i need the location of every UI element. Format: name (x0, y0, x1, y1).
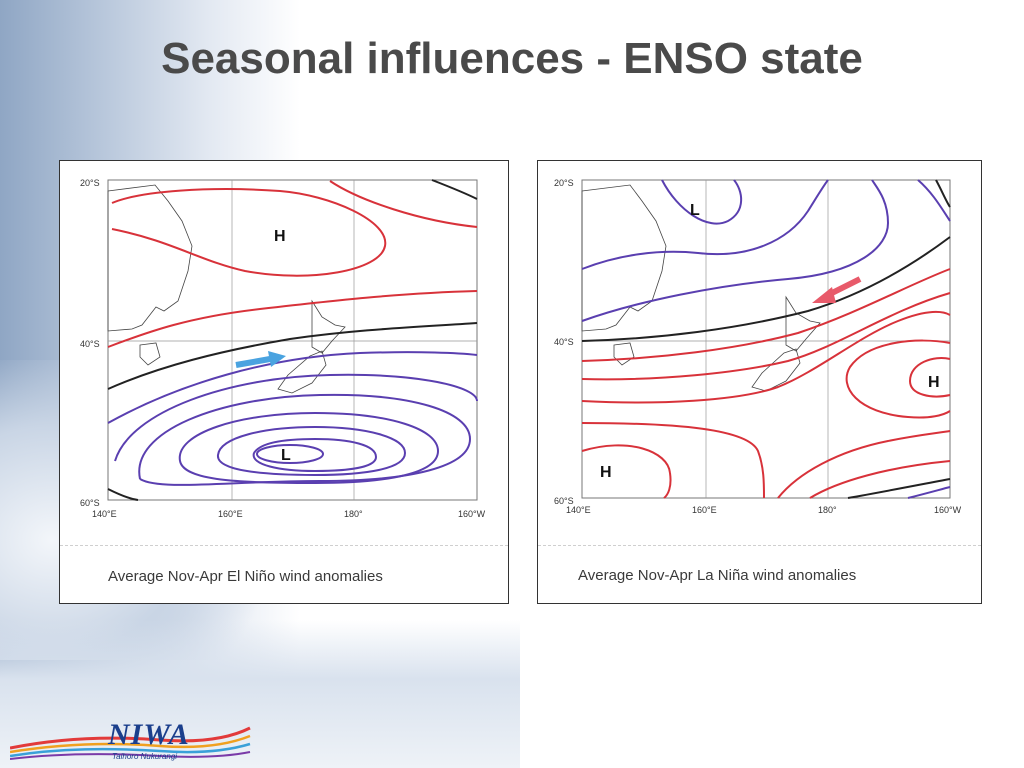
lon-label: 160°W (934, 505, 962, 515)
lat-label: 60°S (80, 498, 100, 508)
pressure-label: H (600, 464, 612, 481)
lon-label: 160°E (218, 509, 243, 519)
niwa-logo-swoosh (10, 726, 251, 760)
logo-tagline: Taihoro Nukurangi (112, 752, 178, 761)
lon-label: 140°E (566, 505, 591, 515)
map-caption: Average Nov-Apr La Niña wind anomalies (578, 567, 857, 584)
lat-label: 60°S (554, 496, 574, 506)
map-caption: Average Nov-Apr El Niño wind anomalies (108, 568, 383, 585)
el-nino-panel: H L 20°S 40°S 60°S 140°E 160°E 180° 160°… (59, 160, 509, 604)
lon-label: 160°W (458, 509, 486, 519)
pressure-label: H (928, 374, 940, 391)
lat-label: 20°S (554, 178, 574, 188)
logo-name: NIWA (108, 718, 190, 751)
la-nina-map: L H H 20°S 40°S 60°S 140°E 160°E 180° 16… (554, 178, 962, 515)
lat-label: 40°S (80, 339, 100, 349)
panel-divider (538, 545, 981, 546)
lat-label: 20°S (80, 178, 100, 188)
la-nina-panel: L H H 20°S 40°S 60°S 140°E 160°E 180° 16… (537, 160, 982, 604)
wind-arrow (235, 356, 271, 368)
lon-label: 180° (818, 505, 837, 515)
lon-label: 140°E (92, 509, 117, 519)
lat-label: 40°S (554, 337, 574, 347)
lon-label: 180° (344, 509, 363, 519)
slide-title: Seasonal influences - ENSO state (161, 34, 863, 83)
panel-divider (60, 545, 508, 546)
wind-arrow (826, 276, 862, 298)
pressure-label: L (690, 202, 700, 219)
el-nino-map: H L 20°S 40°S 60°S 140°E 160°E 180° 160°… (80, 178, 486, 519)
pressure-label: L (281, 447, 291, 464)
lon-label: 160°E (692, 505, 717, 515)
pressure-label: H (274, 228, 286, 245)
